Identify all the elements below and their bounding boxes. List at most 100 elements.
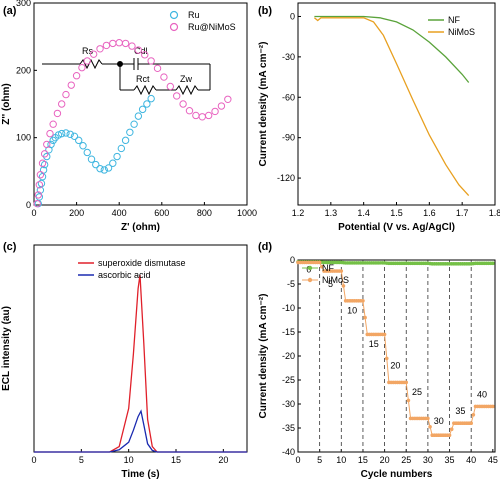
y-axis-title-a: Z'' (ohm) [1,83,12,124]
x-tick-label-d-4: 20 [380,455,390,465]
point-a-1-28 [166,82,175,91]
legend-marker-a-1 [169,22,179,32]
x-tick-label-a-0: 0 [31,208,36,218]
panel-label-d: (d) [258,241,272,253]
point-a-0-34 [147,94,155,103]
point-a-0-31 [134,112,143,120]
cycle-annotation-7: 35 [455,406,465,416]
panel-label-c: (c) [3,241,17,253]
point-a-0-6 [40,160,49,169]
y-tick-label-d-3: -15 [282,327,295,337]
cycle-annotation-5: 25 [412,387,422,397]
point-a-0-26 [113,152,121,161]
x-tick-label-b-0: 1.2 [292,208,305,218]
series-line-b-1 [313,17,470,197]
legend-label-c-1: ascorbic acid [98,270,151,280]
point-a-1-24 [141,51,149,59]
x-tick-label-a-5: 1000 [237,208,257,218]
point-a-1-32 [192,111,200,120]
point-a-0-19 [83,148,91,157]
series-line-b-0 [314,15,470,83]
point-a-1-6 [43,140,51,149]
point-a-1-10 [57,100,66,108]
point-a-1-29 [173,92,181,100]
x-axis-title-a: Z' (ohm) [121,222,160,233]
point-d-1-31 [363,315,367,320]
point-a-0-21 [92,160,100,169]
point-d-1-60 [426,416,430,421]
point-a-0-22 [96,164,104,173]
y-tick-label-b-1: -30 [282,52,295,62]
point-d-1-11 [320,264,324,269]
point-d-1-10 [317,260,322,265]
point-a-1-37 [224,95,232,103]
y-tick-label-b-0: 0 [290,11,295,21]
point-d-1-51 [406,398,411,403]
y-tick-label-a-2: 200 [16,65,31,75]
point-d-1-40 [382,332,387,337]
point-a-1-23 [134,46,143,54]
point-a-1-3 [36,171,45,179]
point-d-1-61 [428,425,432,429]
point-a-0-14 [62,129,70,137]
x-tick-label-c-4: 20 [218,455,228,465]
point-a-0-16 [70,132,79,141]
point-a-0-30 [130,120,138,128]
y-tick-label-d-2: -10 [282,303,295,313]
x-axis-title-c: Time (s) [121,469,159,480]
x-tick-label-a-4: 800 [197,208,212,218]
point-a-1-13 [72,72,81,80]
point-a-1-36 [217,102,226,110]
y-tick-label-a-0: 0 [26,200,31,210]
point-a-0-23 [100,166,108,174]
point-a-1-4 [38,159,47,167]
point-a-1-9 [53,109,62,118]
point-a-0-24 [104,164,113,172]
x-tick-label-c-1: 5 [79,455,84,465]
point-a-1-34 [204,111,213,120]
legend-label-b-0: NF [448,15,460,25]
point-a-1-33 [198,113,206,121]
x-axis-title-b: Potential (V vs. Ag/AgCl) [338,222,455,233]
cycle-annotation-2: 10 [347,305,357,315]
y-axis-title-b: Current density (mA cm⁻²) [258,42,269,167]
point-d-1-50 [404,380,409,385]
point-a-1-18 [102,41,111,50]
plot-frame-a [33,2,248,206]
point-a-0-9 [47,140,55,149]
point-a-1-7 [46,129,54,138]
legend-label-a-0: Ru [188,10,200,20]
equivalent-circuit [42,58,211,96]
cycle-annotation-1: 5 [328,279,333,289]
point-a-1-17 [96,45,104,53]
circuit-label-rct: Rct [136,74,150,84]
x-tick-label-b-6: 1.8 [489,208,500,218]
x-tick-label-b-4: 1.6 [423,208,436,218]
cycle-annotation-3: 15 [369,339,379,349]
x-tick-label-d-1: 5 [317,455,322,465]
cycle-annotation-8: 40 [477,389,487,399]
point-a-0-15 [66,130,74,139]
point-a-0-27 [117,144,126,153]
y-axis-title-d: Current density (mA cm⁻²) [258,294,269,419]
x-tick-label-d-3: 15 [358,455,368,465]
series-line-c-1 [34,409,247,453]
x-tick-label-c-0: 0 [31,455,36,465]
point-a-1-21 [121,39,130,48]
x-tick-label-b-5: 1.7 [456,208,469,218]
legend-label-c-0: superoxide dismutase [98,258,186,268]
circuit-label-cdl: Cdl [134,46,148,56]
y-tick-label-d-4: -20 [282,351,295,361]
cycle-annotation-6: 30 [434,416,444,426]
y-tick-label-d-7: -35 [282,423,295,433]
x-tick-label-d-2: 10 [336,455,346,465]
point-d-1-41 [384,356,389,361]
point-d-1-20 [339,269,344,273]
legend-label-d-1: NiMoS [322,275,349,285]
y-tick-label-d-1: -5 [287,279,295,289]
point-a-1-12 [67,81,75,89]
legend-marker-a-0 [169,10,179,20]
point-d-1-30 [361,299,365,303]
y-tick-label-b-3: -90 [282,133,295,143]
